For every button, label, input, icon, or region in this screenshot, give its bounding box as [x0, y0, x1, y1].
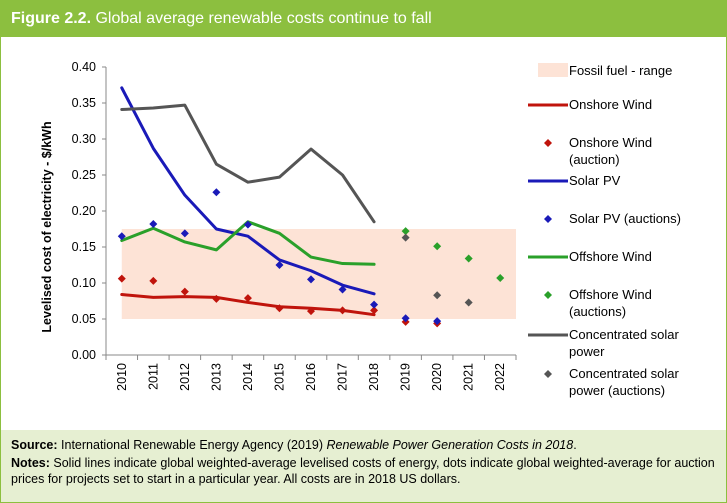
- source-end: .: [573, 438, 577, 452]
- point-onshore-wind-auction: [180, 287, 189, 296]
- x-tick-label: 2014: [241, 363, 255, 391]
- figure-title: Global average renewable costs continue …: [95, 10, 432, 27]
- point-solar-pv-auctions: [149, 219, 158, 228]
- legend-swatch-solar-pv-auctions: [544, 215, 552, 223]
- legend-swatch-concentrated-solar-power-auctions: [544, 370, 552, 378]
- x-tick-label: 2011: [146, 363, 160, 390]
- notes-text: Solid lines indicate global weighted-ave…: [11, 456, 715, 486]
- point-offshore-wind-auctions: [401, 227, 410, 236]
- legend-swatch-onshore-wind-auction: [544, 139, 552, 147]
- legend-label-concentrated-solar-power-auctions: Concentrated solar power (auctions): [569, 366, 680, 398]
- legend-label-solar-pv: Solar PV: [569, 173, 621, 188]
- x-tick-label: 2012: [178, 363, 192, 391]
- point-offshore-wind-auctions: [496, 273, 505, 282]
- y-tick-label: 0.30: [72, 132, 96, 146]
- y-tick-label: 0.10: [72, 276, 96, 290]
- point-concentrated-solar-power-auctions: [464, 298, 473, 307]
- x-tick-label: 2015: [272, 363, 286, 391]
- notes-line: Notes: Solid lines indicate global weigh…: [11, 455, 716, 487]
- y-tick-label: 0.25: [72, 168, 96, 182]
- y-tick-label: 0.15: [72, 240, 96, 254]
- legend-label-concentrated-solar-power: Concentrated solar power: [569, 327, 680, 359]
- legend-swatch-fossil: [538, 63, 568, 77]
- series-line-solar-pv: [120, 86, 376, 296]
- figure-header: Figure 2.2. Global average renewable cos…: [1, 1, 726, 37]
- figure-footer: Source: International Renewable Energy A…: [1, 430, 726, 502]
- legend-label-onshore-wind: Onshore Wind: [569, 97, 652, 112]
- legend-swatch-offshore-wind-auctions: [544, 291, 552, 299]
- figure-label: Figure 2.2.: [11, 10, 92, 27]
- point-onshore-wind-auction: [307, 307, 315, 316]
- x-tick-label: 2010: [115, 363, 129, 391]
- legend-label-onshore-wind-auction: Onshore Wind (auction): [569, 135, 652, 167]
- point-offshore-wind-auctions: [464, 254, 473, 263]
- legend-label-fossil: Fossil fuel - range: [569, 63, 672, 78]
- point-offshore-wind-auctions: [433, 242, 442, 251]
- y-tick-label: 0.00: [72, 348, 96, 362]
- x-tick-label: 2013: [209, 363, 223, 391]
- point-solar-pv-auctions: [212, 188, 221, 197]
- point-solar-pv-auctions: [433, 317, 442, 326]
- x-tick-label: 2019: [399, 363, 413, 391]
- source-line: Source: International Renewable Energy A…: [11, 437, 716, 453]
- point-solar-pv-auctions: [275, 261, 284, 269]
- x-tick-label: 2018: [367, 363, 381, 391]
- source-label: Source:: [11, 438, 58, 452]
- y-tick-label: 0.40: [72, 60, 96, 74]
- source-text: International Renewable Energy Agency (2…: [61, 438, 324, 452]
- legend-label-offshore-wind: Offshore Wind: [569, 249, 652, 264]
- x-tick-label: 2022: [493, 363, 507, 391]
- x-tick-label: 2020: [430, 363, 444, 391]
- source-title: Renewable Power Generation Costs in 2018: [326, 438, 574, 452]
- x-tick-label: 2021: [462, 363, 476, 391]
- point-onshore-wind-auction: [149, 276, 158, 285]
- point-solar-pv-auctions: [338, 285, 347, 294]
- chart-area: 0.00 0.05 0.10 0.15 0.20 0.25 0.30 0.35 0.40 201…: [1, 37, 726, 430]
- point-onshore-wind-auction: [275, 304, 284, 313]
- legend-label-solar-pv-auctions: Solar PV (auctions): [569, 211, 681, 226]
- y-tick-label: 0.05: [72, 312, 96, 326]
- y-tick-label: 0.35: [72, 96, 96, 110]
- series-line-onshore-wind: [120, 293, 376, 317]
- series-line-concentrated-solar-power: [120, 103, 376, 224]
- notes-label: Notes:: [11, 456, 50, 470]
- point-solar-pv-auctions: [117, 232, 126, 241]
- y-tick-label: 0.20: [72, 204, 96, 218]
- point-solar-pv-auctions: [180, 229, 189, 238]
- point-solar-pv-auctions: [307, 275, 315, 284]
- y-axis-label: Levelised cost of electricity - $/kWh: [40, 121, 54, 332]
- chart-svg: 0.00 0.05 0.10 0.15 0.20 0.25 0.30 0.35 0.40 201…: [40, 60, 681, 398]
- point-onshore-wind-auction: [370, 306, 379, 315]
- point-concentrated-solar-power-auctions: [433, 291, 442, 300]
- x-tick-label: 2017: [336, 363, 350, 391]
- point-onshore-wind-auction: [117, 274, 126, 283]
- point-solar-pv-auctions: [370, 300, 379, 309]
- point-onshore-wind-auction: [212, 294, 221, 303]
- x-tick-label: 2016: [304, 363, 318, 391]
- point-concentrated-solar-power-auctions: [401, 233, 410, 242]
- legend-label-offshore-wind-auctions: Offshore Wind (auctions): [569, 287, 652, 319]
- point-onshore-wind-auction: [338, 306, 347, 315]
- point-solar-pv-auctions: [243, 220, 252, 229]
- point-solar-pv-auctions: [401, 314, 410, 323]
- point-onshore-wind-auction: [243, 294, 252, 303]
